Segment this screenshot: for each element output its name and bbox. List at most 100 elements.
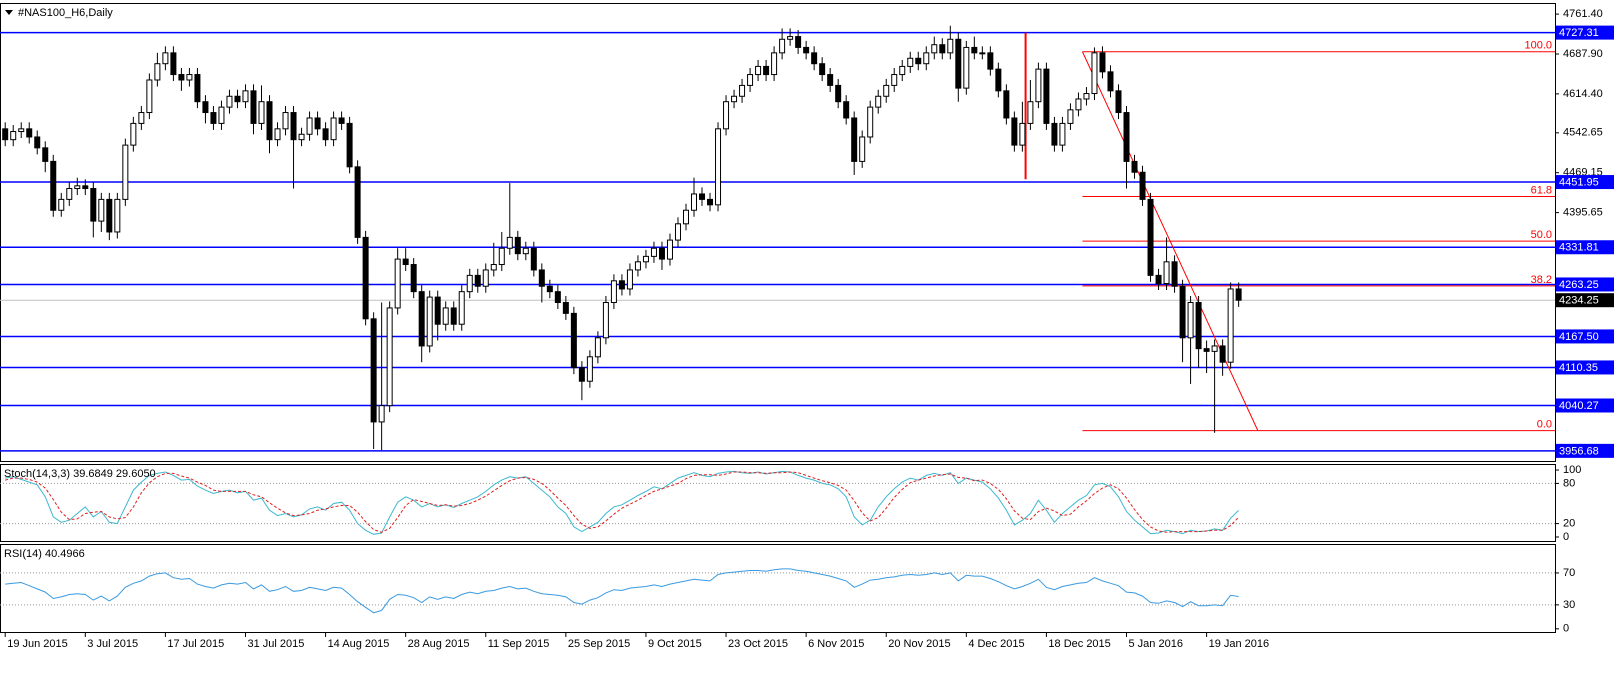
price-tag-box — [1556, 25, 1614, 40]
candle-body — [434, 296, 441, 325]
y-tick-label: 4614.40 — [1563, 88, 1603, 100]
candle-body — [162, 52, 169, 65]
x-tick-label: 3 Jul 2015 — [87, 638, 138, 650]
candle-body — [1027, 101, 1034, 124]
candle-body — [570, 312, 577, 369]
y-tick-label: 0 — [1563, 531, 1569, 543]
candle-body — [34, 136, 41, 149]
x-tick-label: 9 Oct 2015 — [648, 638, 702, 650]
candle-body — [795, 36, 802, 48]
candle-body — [122, 144, 129, 200]
candle-body — [138, 112, 145, 124]
price-tag-box — [1556, 240, 1614, 255]
candle-body — [306, 117, 313, 135]
price-tag: 4167.50 — [1559, 331, 1599, 343]
candle-body — [1115, 90, 1122, 114]
candle-body — [1011, 117, 1018, 146]
menu-arrow[interactable] — [5, 10, 13, 15]
candle-body — [330, 117, 337, 141]
candle-body — [859, 136, 866, 162]
candle-body — [1147, 198, 1154, 276]
fib-label: 50.0 — [1531, 229, 1552, 241]
candle-body — [362, 236, 369, 320]
candle-body — [1059, 122, 1066, 146]
y-tick-label: 30 — [1563, 599, 1575, 611]
candle-body — [763, 65, 770, 76]
candle-body — [1099, 52, 1106, 73]
candle-body — [378, 405, 385, 423]
candle-body — [883, 84, 890, 97]
price-tag: 4110.35 — [1559, 362, 1598, 374]
candle-body — [290, 112, 297, 141]
candle-body — [923, 52, 930, 65]
fib-label: 100.0 — [1524, 40, 1552, 52]
candle-body — [1107, 71, 1114, 92]
x-tick-label: 11 Sep 2015 — [488, 638, 550, 650]
candle-body — [354, 166, 361, 238]
candle-body — [771, 52, 778, 76]
candle-body — [410, 264, 417, 293]
candle-body — [394, 258, 401, 309]
price-tag-box — [1556, 277, 1614, 292]
candle-body — [674, 223, 681, 241]
candle-body — [10, 131, 17, 141]
candle-body — [707, 198, 714, 206]
candle-body — [26, 128, 33, 138]
candle-body — [282, 112, 289, 130]
candle-body — [803, 46, 810, 54]
candle-body — [1131, 160, 1138, 173]
candle-body — [402, 258, 409, 266]
candle-body — [899, 65, 906, 76]
candle-body — [594, 337, 601, 358]
candle-body — [875, 95, 882, 108]
candle-body — [843, 101, 850, 119]
candle-body — [915, 57, 922, 65]
candle-body — [474, 274, 481, 287]
candle-body — [442, 307, 449, 325]
candle-body — [210, 112, 217, 124]
candle-body — [779, 38, 786, 54]
price-tag-box — [1556, 360, 1614, 375]
y-tick-label: 4761.40 — [1563, 8, 1603, 20]
y-tick-label: 4395.65 — [1563, 207, 1603, 219]
y-tick-label: 4687.90 — [1563, 48, 1603, 60]
candle-body — [42, 147, 49, 162]
price-tag: 3956.68 — [1559, 445, 1599, 457]
y-tick-label: 80 — [1563, 477, 1575, 489]
price-tag: 4331.81 — [1559, 242, 1599, 254]
chart-title: #NAS100_H6,Daily — [18, 7, 113, 19]
candle-body — [314, 117, 321, 130]
price-tag-box — [1556, 293, 1614, 308]
candle-body — [947, 38, 954, 54]
candle-body — [755, 65, 762, 76]
candle-body — [482, 269, 489, 287]
candle-body — [1123, 112, 1130, 162]
candle-body — [666, 239, 673, 260]
panel-title: RSI(14) 40.4966 — [4, 548, 85, 560]
candle-body — [82, 185, 89, 190]
x-tick-label: 19 Jan 2016 — [1209, 638, 1270, 650]
candle-body — [346, 122, 353, 168]
candle-body — [682, 209, 689, 225]
candle-body — [731, 95, 738, 103]
candle-body — [586, 356, 593, 382]
y-tick-label: 4542.65 — [1563, 127, 1603, 139]
candle-body — [819, 63, 826, 76]
candle-body — [538, 269, 545, 287]
candle-body — [178, 74, 185, 81]
candle-body — [490, 264, 497, 271]
price-tag: 4040.27 — [1559, 400, 1599, 412]
indicator-line — [5, 568, 1239, 614]
y-tick-label: 0 — [1563, 623, 1569, 635]
candle-body — [1211, 345, 1218, 352]
y-tick-label: 20 — [1563, 517, 1575, 529]
candle-body — [1091, 52, 1098, 95]
candle-body — [1019, 122, 1026, 146]
candle-body — [987, 52, 994, 70]
candle-body — [298, 133, 305, 141]
candle-body — [1187, 302, 1194, 339]
candle-body — [154, 63, 161, 81]
candle-body — [650, 247, 657, 257]
price-tag-box — [1556, 175, 1614, 190]
candle-body — [1203, 348, 1210, 352]
